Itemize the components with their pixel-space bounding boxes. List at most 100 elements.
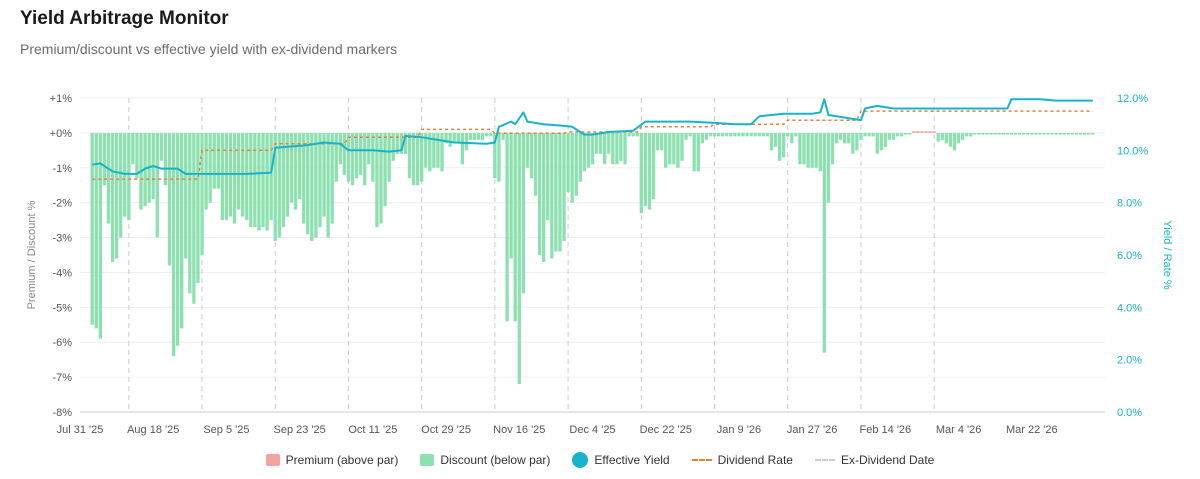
discount-bar [603, 132, 607, 165]
discount-bar [1013, 132, 1018, 135]
discount-bar [497, 132, 501, 182]
y-tick-label: -6% [52, 337, 72, 349]
discount-bar [481, 132, 485, 140]
legend-dividend[interactable]: Dividend Rate [691, 453, 793, 467]
y2-tick-label: 4.0% [1117, 302, 1142, 314]
y-tick-label: -7% [52, 372, 72, 384]
discount-bar [114, 132, 119, 259]
discount-bar [859, 132, 863, 140]
y-tick-label: -4% [52, 267, 72, 279]
y2-tick-label: 10.0% [1117, 145, 1148, 157]
discount-bar [659, 132, 664, 151]
legend: Premium (above par) Discount (below par)… [0, 452, 1200, 468]
y2-tick-label: 12.0% [1117, 93, 1148, 105]
discount-bar [1058, 132, 1062, 135]
discount-bar [627, 132, 631, 137]
discount-bar [887, 132, 892, 140]
discount-bar [289, 132, 294, 203]
discount-bar [639, 132, 643, 214]
discount-bar [790, 132, 794, 144]
discount-bar [830, 132, 835, 165]
legend-discount[interactable]: Discount (below par) [420, 453, 550, 467]
discount-bar [220, 132, 225, 221]
chart-title: Yield Arbitrage Monitor [20, 8, 229, 29]
premium-bar [912, 131, 916, 133]
discount-bar [745, 132, 749, 137]
discount-bar [131, 132, 135, 165]
discount-bar [167, 132, 172, 266]
discount-bar [489, 132, 493, 137]
discount-bar [485, 132, 489, 137]
discount-bar [318, 132, 322, 228]
discount-bar [90, 132, 94, 325]
discount-bar [672, 132, 676, 165]
discount-bar [501, 132, 505, 140]
discount-bar [257, 132, 261, 231]
discount-bar [261, 132, 265, 228]
discount-bar [777, 132, 782, 161]
discount-bar [704, 132, 709, 140]
bars-layer [90, 131, 1095, 385]
y-tick-label: -8% [52, 407, 72, 419]
discount-bar [383, 132, 387, 207]
discount-bar [814, 132, 818, 168]
legend-exdiv[interactable]: Ex-Dividend Date [814, 453, 934, 467]
legend-premium[interactable]: Premium (above par) [265, 453, 398, 467]
discount-bar [188, 132, 192, 294]
discount-bar [159, 132, 164, 161]
discount-bar [285, 132, 290, 217]
discount-bar [692, 132, 696, 172]
discount-bar [330, 132, 334, 224]
discount-bar [965, 132, 969, 137]
discount-bar [1017, 132, 1022, 135]
discount-bar [834, 132, 839, 144]
discount-bar [680, 132, 684, 161]
discount-bar [306, 132, 310, 235]
discount-bar [1030, 132, 1034, 135]
discount-bar [192, 132, 196, 304]
x-tick-label: Jan 9 '26 [717, 424, 761, 436]
lines-layer [92, 98, 1093, 180]
discount-bar [387, 132, 391, 182]
discount-bar [1001, 132, 1005, 135]
discount-bar [737, 132, 741, 137]
discount-bar [847, 132, 851, 144]
discount-bar [578, 132, 582, 182]
discount-bar [871, 132, 875, 137]
discount-bar [765, 132, 770, 137]
discount-bar [619, 132, 623, 161]
discount-bar [664, 132, 668, 168]
discount-bar [310, 132, 314, 242]
discount-bar [883, 132, 888, 147]
discount-bar [297, 132, 302, 200]
discount-bar [615, 132, 619, 165]
discount-bar [281, 132, 286, 228]
discount-bar [822, 132, 827, 353]
discount-bar [725, 132, 729, 137]
discount-bar [700, 132, 704, 144]
discount-bar [1087, 132, 1091, 135]
discount-bar [322, 132, 326, 217]
legend-dividend-label: Dividend Rate [717, 453, 793, 467]
discount-bar [407, 132, 412, 179]
discount-bar [468, 132, 473, 140]
y-tick-label: +1% [50, 93, 73, 105]
discount-bar [216, 132, 220, 189]
discount-bar [899, 132, 904, 137]
discount-bar [574, 132, 578, 196]
discount-bar [643, 132, 648, 207]
discount-bar [452, 132, 456, 144]
discount-bar [570, 132, 574, 203]
discount-bar [460, 132, 465, 165]
discount-bar [537, 132, 542, 255]
discount-bar [895, 132, 900, 137]
legend-yield[interactable]: Effective Yield [572, 452, 670, 468]
discount-bar [936, 132, 940, 142]
discount-bar [741, 132, 745, 137]
discount-bar [655, 132, 660, 151]
discount-bar [269, 132, 273, 221]
discount-bar [444, 132, 448, 144]
x-tick-label: Mar 4 '26 [936, 424, 982, 436]
discount-bar [1074, 132, 1079, 135]
discount-bar [94, 132, 98, 329]
